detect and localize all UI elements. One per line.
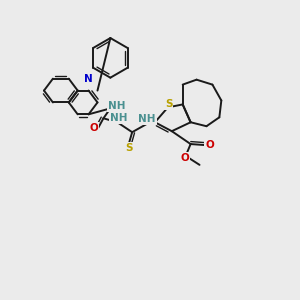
Text: S: S — [165, 99, 172, 110]
Text: O: O — [89, 123, 98, 133]
Text: O: O — [180, 153, 189, 163]
Text: NH: NH — [108, 101, 125, 111]
Text: NH: NH — [138, 114, 156, 124]
Text: S: S — [125, 143, 133, 153]
Text: NH: NH — [110, 113, 127, 123]
Text: O: O — [205, 140, 214, 150]
Text: N: N — [84, 74, 93, 84]
